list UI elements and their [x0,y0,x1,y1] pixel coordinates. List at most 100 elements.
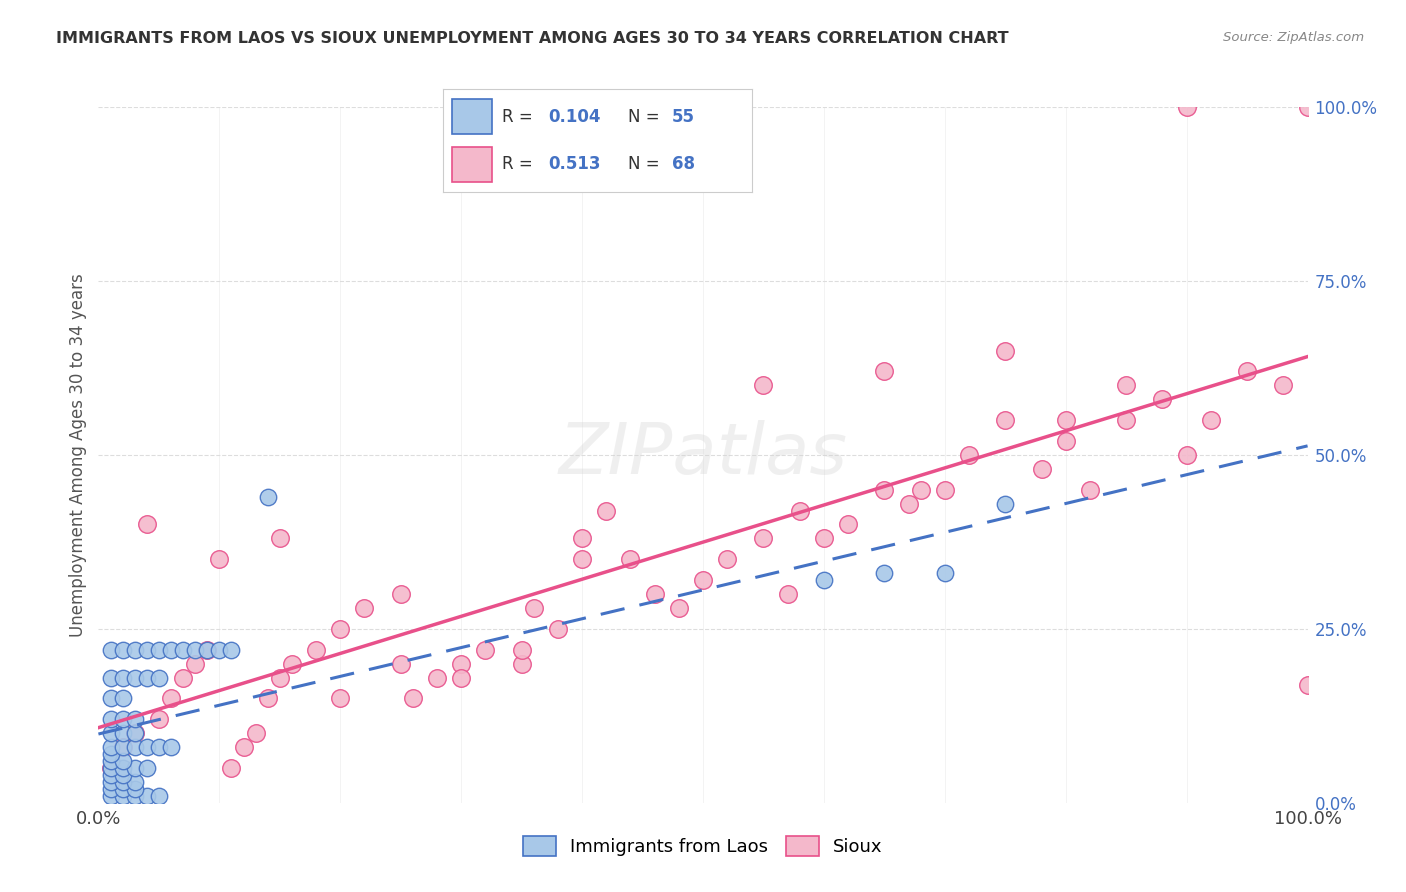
Point [124,642,146,657]
Text: N =: N = [628,155,665,173]
Point [111,761,134,775]
Point [135,671,157,685]
Point [571,552,593,566]
Point [148,712,170,726]
Point [195,642,218,657]
Point [813,532,835,546]
Point [100,691,122,706]
Point [692,573,714,587]
Y-axis label: Unemployment Among Ages 30 to 34 years: Unemployment Among Ages 30 to 34 years [69,273,87,637]
Legend: Immigrants from Laos, Sioux: Immigrants from Laos, Sioux [516,829,890,863]
Point [184,657,207,671]
Point [124,781,146,796]
Point [752,532,775,546]
Point [644,587,666,601]
Point [474,642,496,657]
Point [195,642,218,657]
Point [595,503,617,517]
Point [910,483,932,497]
Point [232,740,254,755]
Point [100,740,122,755]
Point [256,490,278,504]
Point [837,517,859,532]
Bar [453,146,492,181]
Point [934,566,956,581]
Text: R =: R = [502,108,537,126]
Point [668,601,690,615]
Text: ZIPatlas: ZIPatlas [558,420,848,490]
Point [510,642,533,657]
Point [1199,413,1222,427]
Point [100,761,122,775]
Point [1296,100,1319,114]
Text: 55: 55 [672,108,695,126]
Point [148,740,170,755]
Point [111,740,134,755]
Point [571,532,593,546]
Point [184,642,207,657]
Point [100,781,122,796]
Point [1175,448,1198,462]
Point [994,343,1017,358]
Point [148,642,170,657]
Point [1054,413,1077,427]
Point [111,726,134,740]
Point [281,657,304,671]
Point [1031,462,1053,476]
Point [450,671,472,685]
Point [111,754,134,768]
Point [124,726,146,740]
Text: R =: R = [502,155,537,173]
Bar [453,99,492,135]
Point [111,789,134,803]
Point [523,601,546,615]
Point [111,691,134,706]
Text: 0.104: 0.104 [548,108,600,126]
Point [160,691,183,706]
Point [111,740,134,755]
Point [510,657,533,671]
Point [208,552,231,566]
Point [873,483,896,497]
Point [100,642,122,657]
Point [1115,378,1137,392]
Point [221,642,243,657]
Point [389,587,412,601]
Point [873,566,896,581]
Point [111,775,134,789]
Point [426,671,449,685]
Text: IMMIGRANTS FROM LAOS VS SIOUX UNEMPLOYMENT AMONG AGES 30 TO 34 YEARS CORRELATION: IMMIGRANTS FROM LAOS VS SIOUX UNEMPLOYME… [56,31,1010,46]
Point [172,671,194,685]
Text: N =: N = [628,108,665,126]
Point [547,622,569,636]
Point [450,657,472,671]
Point [111,768,134,782]
Point [124,789,146,803]
Point [124,740,146,755]
Point [148,671,170,685]
Point [305,642,328,657]
Point [402,691,425,706]
Point [135,517,157,532]
Point [1152,392,1174,407]
Point [135,642,157,657]
Point [716,552,738,566]
Point [269,532,291,546]
Point [619,552,641,566]
Point [124,775,146,789]
Point [100,747,122,761]
Point [934,483,956,497]
Point [111,781,134,796]
Point [135,740,157,755]
Point [135,789,157,803]
Point [208,642,231,657]
Point [353,601,375,615]
Point [100,768,122,782]
Point [1054,434,1077,448]
Point [389,657,412,671]
Point [1175,100,1198,114]
Point [172,642,194,657]
Point [776,587,799,601]
Text: 0.513: 0.513 [548,155,600,173]
Point [329,691,352,706]
